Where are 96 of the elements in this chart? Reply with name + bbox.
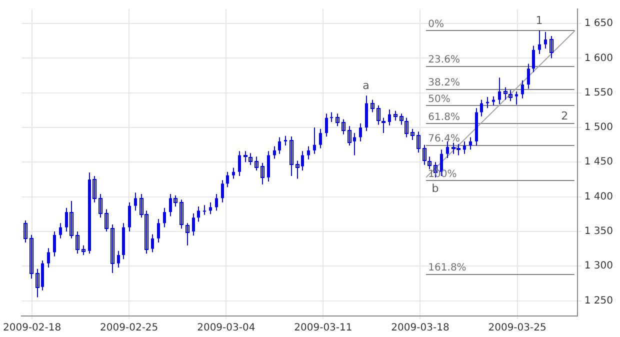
candlestick	[504, 86, 508, 100]
candlestick	[492, 96, 495, 106]
x-tick-label: 2009-03-25	[488, 322, 546, 334]
candlestick	[428, 156, 432, 170]
candlestick	[336, 113, 340, 127]
candlestick	[532, 45, 535, 73]
candlestick	[307, 146, 310, 160]
annotation: 0%	[428, 19, 444, 30]
candlestick	[313, 127, 316, 154]
candlestick	[117, 250, 120, 268]
candlestick	[203, 204, 206, 216]
candlestick	[515, 90, 518, 106]
x-tick-label: 2009-03-11	[294, 322, 352, 334]
candlestick	[248, 152, 252, 166]
annotation: 1	[536, 14, 543, 27]
candlestick	[273, 146, 276, 160]
y-tick-label: 1 350	[584, 226, 614, 238]
candlestick	[410, 128, 414, 140]
candlestick	[376, 104, 380, 126]
candlestick	[359, 122, 362, 142]
y-tick-label: 1 300	[584, 260, 614, 272]
candlestick	[47, 248, 50, 268]
annotation: 161.8%	[428, 262, 466, 274]
y-tick-label: 1 500	[584, 122, 614, 134]
annotation: b	[432, 182, 439, 195]
candlestick	[544, 31, 547, 49]
candlestick	[550, 36, 554, 59]
candlestick	[463, 140, 466, 154]
candlestick	[53, 230, 56, 257]
annotation: a	[362, 78, 370, 92]
candlestick	[508, 90, 512, 102]
candlestick	[209, 202, 212, 215]
candlestick	[370, 99, 374, 113]
candlestick	[163, 207, 166, 228]
candlestick	[538, 30, 541, 55]
candlestick	[244, 150, 248, 163]
y-tick-label: 1 250	[584, 295, 614, 306]
candlestick	[238, 150, 241, 177]
annotation: 38.2%	[428, 77, 460, 88]
candlestick	[151, 234, 154, 253]
candlestick	[416, 131, 420, 153]
candlestick	[330, 112, 333, 122]
candlestick	[319, 128, 322, 149]
candlestick	[134, 192, 137, 212]
candlestick	[254, 156, 258, 171]
annotation: 23.6%	[428, 54, 460, 66]
x-tick-label: 2009-02-25	[100, 322, 158, 334]
candlestick	[469, 136, 472, 150]
candlestick	[98, 194, 102, 218]
candlestick	[128, 202, 131, 232]
candlestick	[498, 77, 501, 104]
candlestick	[186, 222, 190, 246]
candlestick	[59, 222, 62, 239]
y-tick-label: 1 400	[584, 191, 614, 202]
candlestick	[76, 230, 80, 254]
candlestick	[215, 194, 218, 212]
x-tick-label: 2009-03-18	[391, 322, 450, 334]
x-tick-label: 2009-03-04	[197, 322, 256, 334]
x-tick-label: 2009-02-18	[2, 322, 62, 334]
candlestick	[30, 234, 34, 280]
candlestick	[404, 117, 408, 138]
annotation: 61.8%	[428, 112, 460, 123]
candlestick	[267, 150, 270, 182]
candlestick	[382, 117, 386, 134]
annotation: 2	[561, 110, 568, 123]
candlestick	[527, 63, 530, 90]
candlestick	[197, 206, 200, 222]
candlestick	[422, 144, 426, 166]
candlestick	[394, 110, 398, 122]
y-tick-label: 1 450	[584, 156, 614, 168]
candlestick	[400, 113, 404, 126]
y-tick-label: 1 600	[584, 52, 614, 64]
candlestick	[480, 99, 483, 117]
candlestick	[104, 208, 108, 232]
candlestick	[192, 212, 195, 236]
candlestick	[521, 80, 524, 99]
candlestick	[290, 136, 294, 177]
candlestick	[278, 136, 281, 154]
candlestick	[24, 220, 28, 244]
annotation: 50%	[428, 94, 450, 105]
candlestick	[221, 180, 224, 203]
y-tick-label: 1 650	[584, 18, 614, 30]
candlestick	[388, 108, 391, 126]
candlestick	[260, 162, 264, 185]
candlestick	[110, 224, 114, 274]
candlestick	[284, 135, 287, 146]
candlestick	[342, 118, 346, 135]
candlestick	[446, 140, 449, 158]
y-tick-label: 1 550	[584, 87, 614, 98]
candlestick	[82, 244, 86, 256]
candlestick	[325, 113, 328, 138]
candlestick	[180, 199, 184, 230]
candlestick	[232, 167, 235, 180]
candlestick	[226, 171, 229, 188]
annotation: 76.4%	[428, 133, 460, 144]
candlestick	[157, 218, 160, 244]
